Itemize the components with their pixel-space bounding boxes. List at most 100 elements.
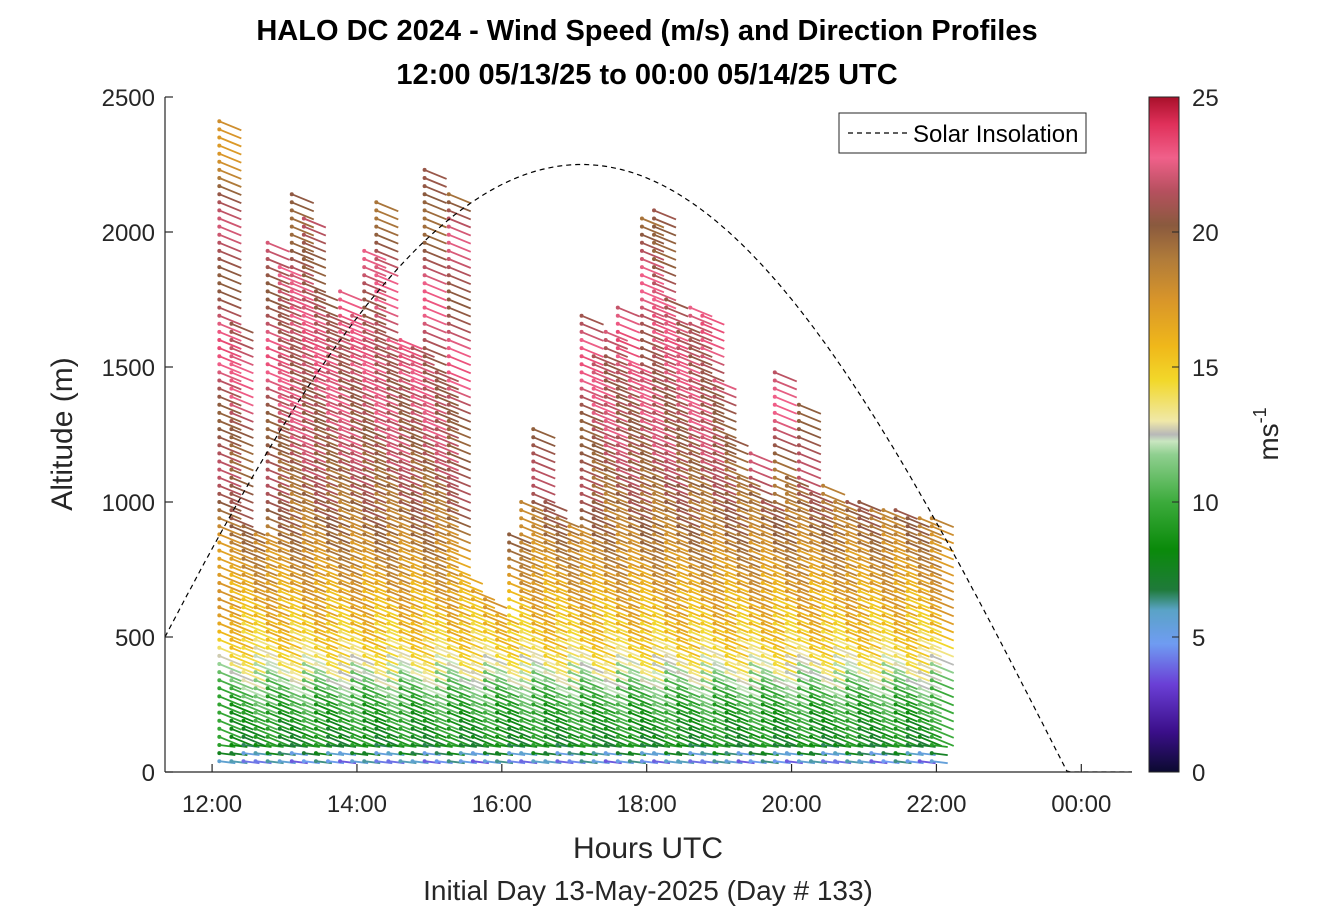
wind-barb-dot (748, 702, 753, 707)
wind-barb (243, 695, 266, 707)
wind-barb (738, 719, 761, 731)
wind-barb-dot (627, 435, 632, 440)
wind-barb-dot (664, 556, 669, 561)
wind-barb (834, 727, 858, 739)
wind-barb (315, 646, 339, 658)
wind-barb (424, 663, 447, 674)
wind-barb-dot (229, 645, 234, 650)
wind-barb (617, 363, 641, 375)
wind-barb (412, 452, 435, 464)
wind-barb-dot (724, 508, 729, 513)
wind-barb (472, 590, 496, 601)
wind-barb (231, 436, 254, 448)
wind-barb (665, 630, 689, 642)
wind-barb (726, 630, 749, 642)
wind-barb (218, 436, 242, 448)
wind-barb (267, 590, 290, 601)
wind-barb-dot (591, 451, 596, 456)
wind-barb-dot (627, 410, 632, 415)
wind-barb (738, 663, 761, 674)
wind-barb (267, 501, 290, 512)
wind-barb (218, 452, 242, 464)
wind-barb (581, 687, 604, 699)
wind-barb-dot (688, 451, 693, 456)
wind-barb-dot (808, 726, 813, 731)
wind-barb-dot (301, 548, 306, 553)
wind-barb-dot (241, 629, 246, 634)
wind-barb-dot (724, 670, 729, 675)
wind-barb-dot (350, 540, 355, 545)
wind-barb-dot (350, 653, 355, 658)
wind-barb (641, 225, 665, 237)
wind-barb-dot (229, 451, 234, 456)
wind-barb (448, 436, 472, 448)
wind-barb-dot (313, 581, 318, 585)
wind-barb-dot (772, 759, 777, 764)
wind-barb-dot (422, 386, 427, 391)
wind-barb (509, 760, 526, 765)
wind-barb-dot (724, 435, 729, 440)
wind-barb-dot (664, 297, 669, 302)
wind-barb (605, 476, 629, 488)
wind-barb-dot (639, 508, 644, 513)
wind-barb (267, 541, 290, 553)
wind-barb (303, 574, 327, 585)
wind-barb-dot (784, 734, 789, 739)
wind-barb-dot (676, 718, 681, 723)
wind-barb (762, 719, 786, 731)
wind-barb (375, 322, 399, 334)
wind-barb (218, 331, 242, 342)
wind-barb-dot (603, 613, 608, 618)
wind-barb (593, 557, 616, 569)
wind-barb (327, 744, 345, 748)
wind-barb-dot (627, 734, 632, 739)
wind-barb (641, 752, 659, 756)
wind-barb-dot (796, 467, 801, 472)
wind-barb (629, 590, 653, 601)
wind-barb (267, 484, 290, 496)
wind-barb (303, 225, 327, 237)
wind-barb (315, 420, 339, 431)
wind-barb-dot (410, 702, 415, 707)
wind-barb (303, 655, 327, 666)
wind-barb (689, 501, 713, 512)
wind-barb-dot (386, 386, 391, 391)
wind-barb-dot (784, 581, 789, 585)
wind-barb-dot (821, 548, 826, 553)
wind-barb (629, 565, 653, 577)
wind-barb-dot (700, 734, 705, 739)
wind-barb-dot (325, 329, 330, 334)
wind-barb-dot (374, 670, 379, 675)
wind-barb-dot (265, 475, 270, 480)
wind-barb (605, 671, 629, 682)
wind-barb (218, 655, 242, 666)
wind-barb (701, 331, 725, 342)
wind-barb-dot (652, 589, 657, 594)
wind-barb (810, 533, 834, 545)
wind-barb-dot (253, 734, 258, 739)
wind-barb-dot (289, 224, 294, 229)
wind-barb (750, 630, 773, 642)
wind-barb-dot (652, 427, 657, 432)
wind-barb-dot (772, 726, 777, 731)
wind-barb-dot (398, 402, 403, 407)
wind-barb (605, 468, 629, 480)
wind-barb-dot (422, 710, 427, 715)
wind-barb (665, 509, 689, 520)
wind-barb-dot (579, 354, 584, 359)
wind-barb-dot (579, 508, 584, 513)
wind-barb-dot (700, 556, 705, 561)
wind-barb (218, 412, 242, 423)
wind-barb-dot (422, 743, 427, 747)
wind-barb-dot (301, 483, 306, 488)
wind-barb-dot (313, 694, 318, 699)
wind-barb (834, 679, 858, 691)
wind-barb (508, 736, 532, 747)
wind-barb (689, 703, 713, 715)
wind-barb (593, 501, 616, 512)
wind-barb-dot (277, 297, 282, 302)
wind-barb-dot (482, 605, 487, 610)
wind-barb-dot (313, 451, 318, 456)
wind-barb-dot (760, 637, 765, 642)
wind-barb (677, 703, 701, 715)
